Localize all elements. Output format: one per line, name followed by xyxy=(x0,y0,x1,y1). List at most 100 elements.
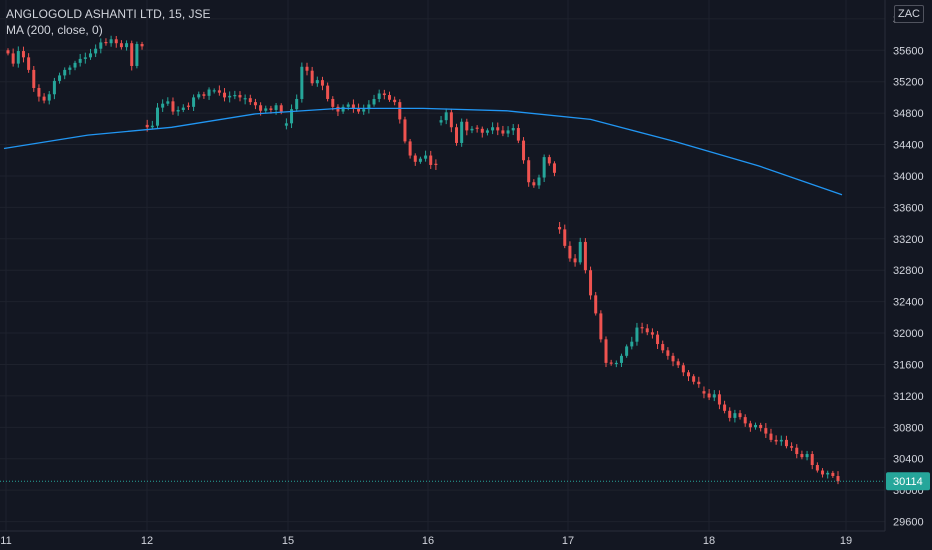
candle-body xyxy=(455,127,459,143)
candle-body xyxy=(511,128,515,131)
candle-body xyxy=(537,177,541,186)
last-price-tag: 30114 xyxy=(886,472,930,491)
candle-body xyxy=(439,120,443,123)
time-tick-label: 17 xyxy=(562,535,574,547)
candle-body xyxy=(320,80,324,86)
candle-body xyxy=(810,454,814,466)
candle-body xyxy=(619,355,623,363)
candle-body xyxy=(290,109,294,124)
candle-body xyxy=(393,99,397,103)
candle-body xyxy=(449,112,453,128)
candle-body xyxy=(238,95,242,98)
candle-body xyxy=(274,105,278,110)
candle-body xyxy=(223,92,227,98)
candle-body xyxy=(109,39,113,44)
candle-body xyxy=(444,112,448,121)
candle-body xyxy=(259,105,263,111)
symbol-title[interactable]: ANGLOGOLD ASHANTI LTD, 15, JSE xyxy=(6,7,211,21)
candle-body xyxy=(712,394,716,398)
candle-body xyxy=(656,334,660,345)
candle-body xyxy=(305,66,309,71)
candle-body xyxy=(83,57,87,59)
candle-body xyxy=(217,90,221,93)
candle-body xyxy=(836,476,840,482)
candle-body xyxy=(614,362,618,365)
currency-badge[interactable]: ZAC xyxy=(894,5,924,23)
candle-body xyxy=(300,66,304,99)
candle-body xyxy=(52,80,56,95)
candle-body xyxy=(119,43,123,48)
candle-body xyxy=(125,43,129,48)
candle-body xyxy=(692,376,696,382)
candle-body xyxy=(99,42,103,49)
candle-body xyxy=(202,94,206,96)
candle-body xyxy=(821,470,825,475)
candle-body xyxy=(609,362,613,364)
candle-body xyxy=(738,413,742,418)
candle-body xyxy=(826,472,830,475)
indicator-label[interactable]: MA (200, close, 0) xyxy=(6,23,103,37)
candle-body xyxy=(192,97,196,107)
candle-body xyxy=(707,393,711,398)
candle-body xyxy=(676,361,680,366)
candle-body xyxy=(284,123,288,126)
candle-body xyxy=(11,53,15,64)
candle-body xyxy=(491,127,495,131)
time-tick-label: 11 xyxy=(0,535,11,547)
candle-body xyxy=(32,69,36,88)
candle-body xyxy=(599,313,603,340)
candle-body xyxy=(640,327,644,329)
candle-body xyxy=(805,454,809,458)
candle-body xyxy=(408,141,412,156)
candle-body xyxy=(47,94,51,101)
candle-body xyxy=(697,381,701,385)
candle-body xyxy=(594,295,598,314)
candle-body xyxy=(197,94,201,98)
candle-body xyxy=(377,93,381,99)
candle-body xyxy=(815,465,819,471)
candle-body xyxy=(671,355,675,362)
candle-body xyxy=(635,327,639,342)
candle-body xyxy=(589,270,593,296)
price-tick-label: 32000 xyxy=(893,328,924,340)
candle-body xyxy=(475,127,479,129)
candle-body xyxy=(552,163,556,173)
candles xyxy=(6,35,840,485)
candle-body xyxy=(522,140,526,161)
price-tick-label: 30400 xyxy=(893,454,924,466)
candle-body xyxy=(68,67,72,70)
time-axis[interactable]: 11 12 15 16 17 18 19 xyxy=(0,535,852,547)
candle-body xyxy=(413,155,417,162)
time-tick-label: 15 xyxy=(282,535,294,547)
candle-body xyxy=(156,107,160,126)
candle-body xyxy=(135,43,139,66)
price-tick-label: 35600 xyxy=(893,45,924,57)
candle-body xyxy=(573,258,577,263)
candle-body xyxy=(728,410,732,418)
candle-body xyxy=(21,51,25,58)
candle-body xyxy=(666,350,670,356)
ma-line xyxy=(3,107,843,196)
candle-body xyxy=(140,43,144,47)
candle-body xyxy=(341,106,345,112)
candle-body xyxy=(243,98,247,100)
candle-body xyxy=(207,89,211,96)
candle-body xyxy=(130,43,134,66)
candle-body xyxy=(418,158,422,162)
candle-body xyxy=(233,95,237,97)
candle-body xyxy=(743,417,747,424)
candle-body xyxy=(470,128,474,131)
price-tick-label: 31600 xyxy=(893,359,924,371)
candle-body xyxy=(578,241,582,263)
candle-body xyxy=(532,182,536,186)
candle-body xyxy=(429,155,433,165)
candle-body xyxy=(78,58,82,63)
candle-body xyxy=(398,102,402,120)
price-tick-label: 34400 xyxy=(893,140,924,152)
candle-body xyxy=(63,69,67,76)
candle-body xyxy=(176,109,180,112)
candle-body xyxy=(661,344,665,351)
candle-body xyxy=(58,75,62,81)
candle-body xyxy=(604,339,608,363)
